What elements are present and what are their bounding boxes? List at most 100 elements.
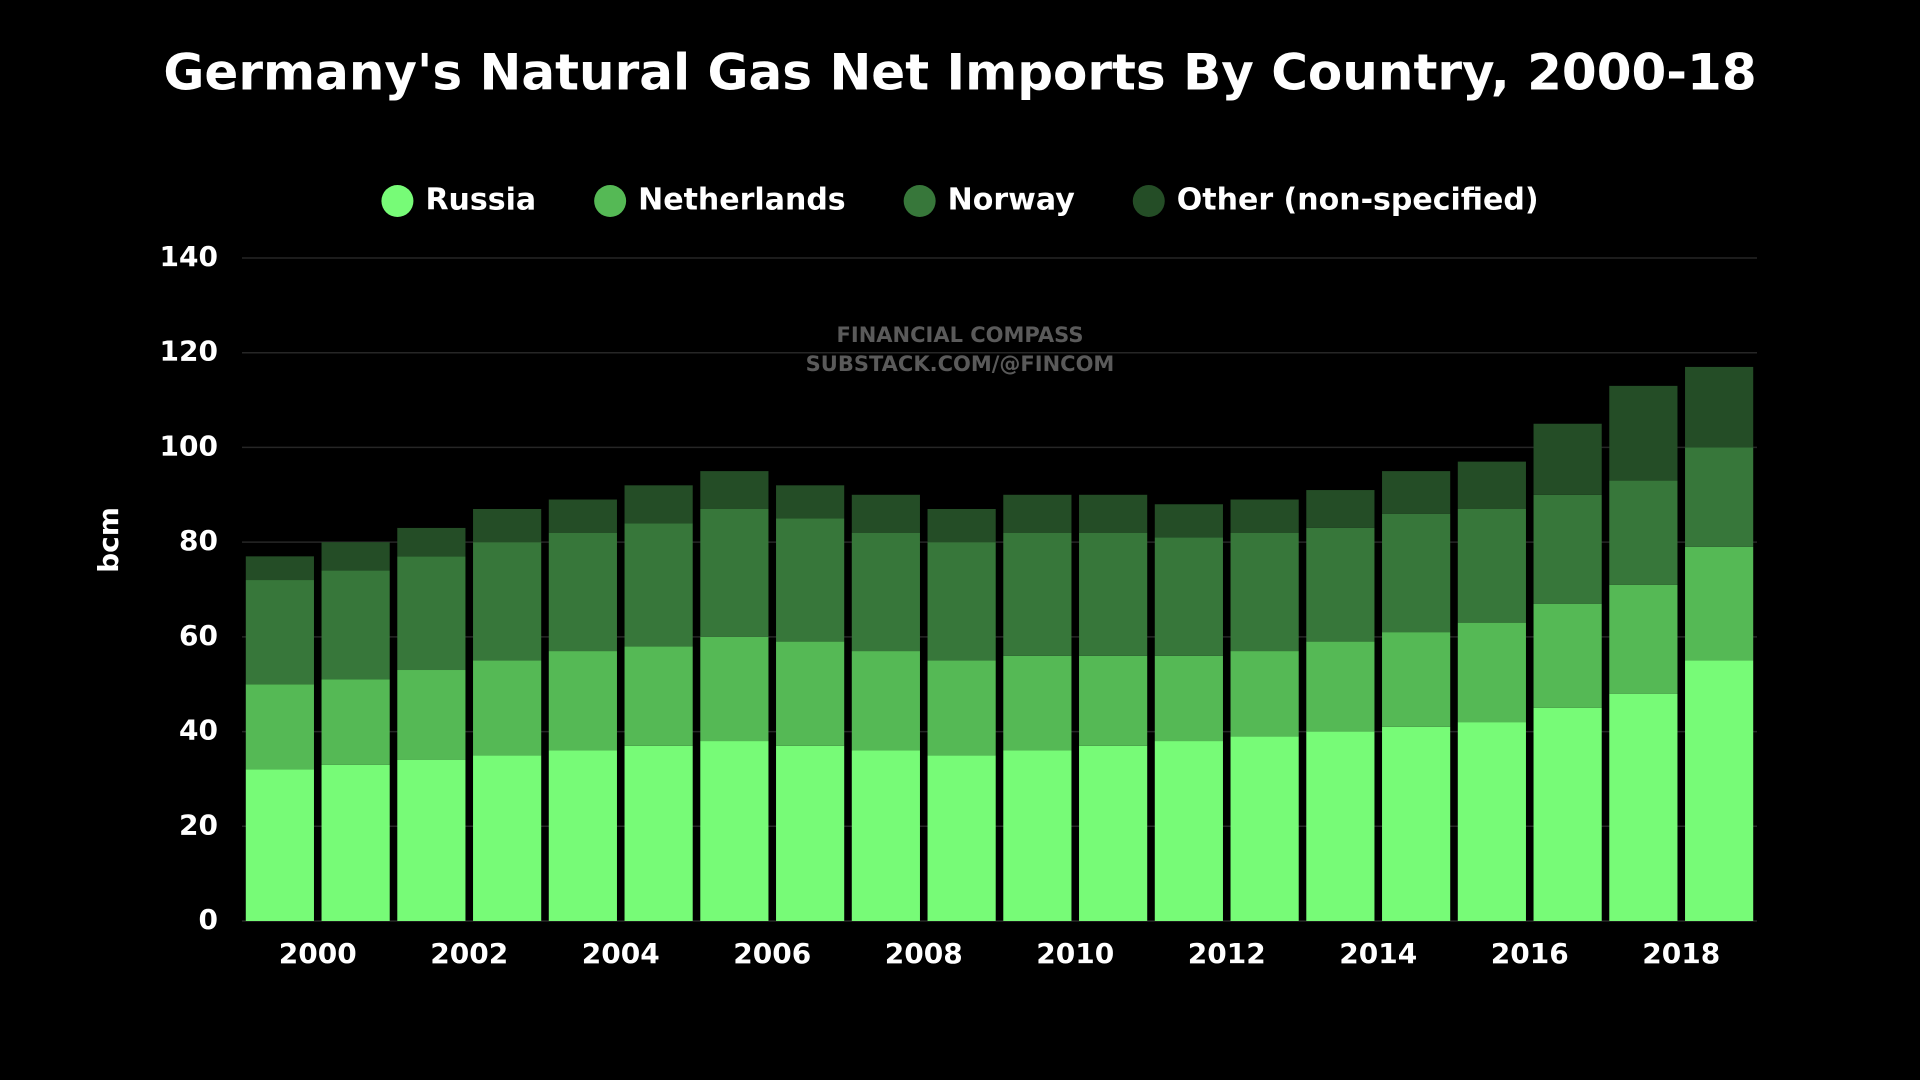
bar-segment (927, 660, 996, 756)
legend: Russia Netherlands Norway Other (non-specif… (381, 183, 1539, 218)
bar-segment (548, 750, 617, 921)
bar-segment (1079, 532, 1148, 656)
legend-marker (903, 185, 936, 217)
bar-segment (245, 684, 314, 770)
bar-segment (1533, 603, 1602, 708)
bar-segment (1609, 693, 1678, 921)
bar-segment (1609, 385, 1678, 481)
bar-segment (1533, 707, 1602, 921)
y-tick-label: 120 (160, 335, 218, 368)
legend-marker (1132, 185, 1165, 217)
bar-segment (1533, 494, 1602, 604)
bar-segment (1079, 745, 1148, 921)
y-tick-label: 80 (179, 524, 218, 557)
bar-segment (700, 471, 769, 509)
bar-segment (1003, 655, 1072, 751)
bar-segment (624, 745, 693, 921)
bar-segment (1609, 584, 1678, 694)
bar-segment (1230, 651, 1299, 737)
bar-segment (245, 769, 314, 921)
y-tick-label: 20 (179, 808, 218, 841)
bar-segment (397, 527, 466, 557)
legend-marker (381, 185, 414, 217)
x-tick-label: 2008 (885, 937, 963, 970)
bar-segment (1457, 622, 1526, 723)
y-axis-label: bcm (92, 507, 125, 573)
watermark: SUBSTACK.COM/@FINCOM (806, 352, 1115, 376)
bar-segment (700, 508, 769, 637)
bar-segment (1685, 546, 1754, 661)
bar-segment (1230, 499, 1299, 533)
bar-segment (321, 764, 390, 921)
y-tick-label: 140 (160, 240, 218, 273)
bar-segment (1609, 480, 1678, 585)
y-tick-label: 60 (179, 619, 218, 652)
bar-segment (1382, 471, 1451, 514)
bar-segment (397, 670, 466, 760)
x-tick-label: 2006 (733, 937, 811, 970)
x-tick-label: 2018 (1642, 937, 1720, 970)
legend-marker (594, 185, 627, 217)
bar-segment (473, 755, 542, 921)
bar-segment (397, 759, 466, 921)
bar-segment (1154, 741, 1223, 921)
bar-segment (851, 750, 920, 921)
y-tick-label: 0 (199, 903, 218, 936)
x-tick-label: 2004 (582, 937, 660, 970)
bar-segment (1306, 490, 1375, 528)
bar-segment (851, 532, 920, 652)
bar-segment (927, 542, 996, 661)
bar-segment (851, 651, 920, 751)
bar-segment (1154, 537, 1223, 656)
bar-segment (1079, 494, 1148, 533)
bar-segment (1533, 423, 1602, 495)
bar-segment (473, 508, 542, 543)
bar-segment (245, 556, 314, 581)
bar-segment (776, 641, 845, 746)
x-tick-label: 2000 (279, 937, 357, 970)
chart-title: Germany's Natural Gas Net Imports By Cou… (163, 44, 1756, 102)
bar-segment (1685, 660, 1754, 921)
bar-segment (473, 660, 542, 756)
bar-segment (1003, 750, 1072, 921)
bar-segment (1230, 532, 1299, 652)
y-tick-label: 100 (160, 429, 218, 462)
bar-segment (1003, 494, 1072, 533)
bar-segment (1154, 504, 1223, 538)
bar-segment (624, 523, 693, 647)
bar-segment (1685, 447, 1754, 547)
bar-segment (700, 741, 769, 921)
bar-segment (1382, 632, 1451, 727)
bar-segment (1382, 726, 1451, 921)
bar-segment (1685, 366, 1754, 448)
bar-segment (1003, 532, 1072, 656)
bar-segment (1457, 508, 1526, 623)
bar-segment (321, 570, 390, 680)
x-tick-label: 2010 (1036, 937, 1114, 970)
bar-segment (1306, 731, 1375, 921)
bar-segment (473, 542, 542, 661)
bar-segment (927, 508, 996, 543)
bar-segment (245, 580, 314, 685)
bar-segment (1079, 655, 1148, 746)
x-tick-label: 2016 (1491, 937, 1569, 970)
bar-segment (776, 485, 845, 519)
x-tick-label: 2014 (1339, 937, 1417, 970)
legend-label: Netherlands (638, 183, 846, 218)
bar-segment (624, 485, 693, 524)
bar-segment (1382, 513, 1451, 633)
bar-segment (851, 494, 920, 533)
bar-segment (927, 755, 996, 921)
bar-segment (1457, 722, 1526, 921)
watermark: FINANCIAL COMPASS (837, 323, 1084, 347)
bar-segment (776, 745, 845, 921)
bar-segment (321, 542, 390, 571)
legend-label: Other (non-specified) (1177, 183, 1539, 218)
x-tick-label: 2002 (430, 937, 508, 970)
legend-label: Russia (425, 183, 536, 218)
legend-label: Norway (948, 183, 1076, 218)
bar-segment (1457, 461, 1526, 509)
bar-segment (700, 636, 769, 742)
